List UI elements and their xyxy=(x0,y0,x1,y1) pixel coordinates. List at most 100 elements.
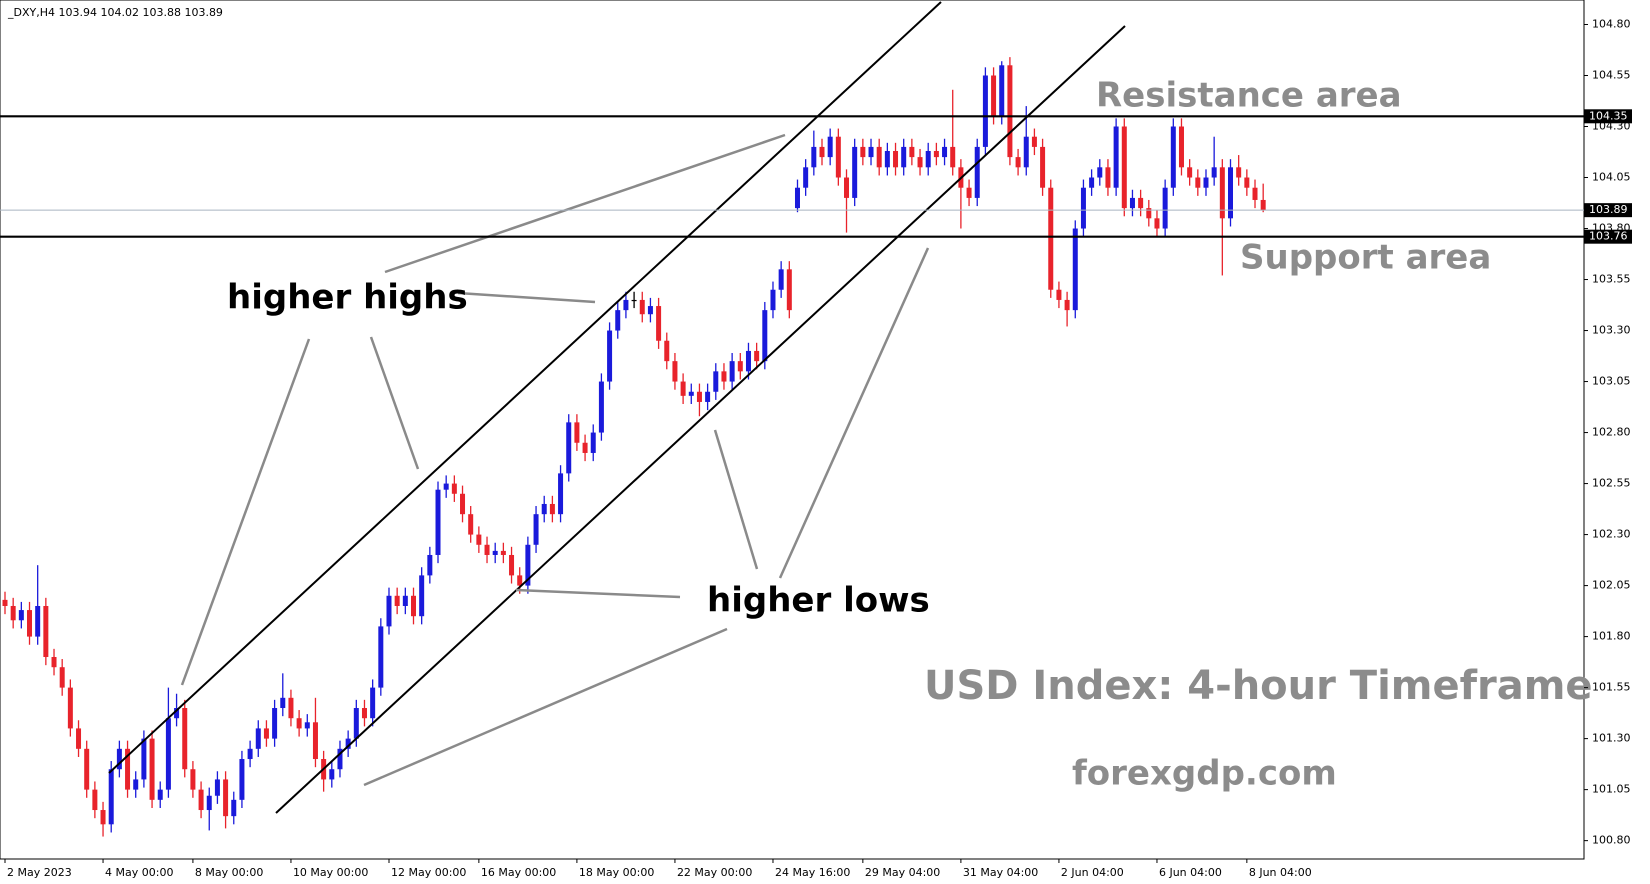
y-tick-label: 103.30 xyxy=(1592,324,1631,337)
candle-body xyxy=(361,708,367,719)
support-line-value: 103.76 xyxy=(1589,230,1628,243)
y-tick-label: 103.55 xyxy=(1592,273,1631,286)
candle-body xyxy=(688,391,694,396)
candle-body xyxy=(819,146,825,158)
candle-body xyxy=(231,799,237,817)
candle-body xyxy=(468,514,474,535)
chart-title: USD Index: 4-hour Timeframe xyxy=(924,663,1593,709)
candle-body xyxy=(67,687,73,729)
candle-body xyxy=(1162,187,1168,229)
y-tick-label: 101.80 xyxy=(1592,630,1631,643)
candle-body xyxy=(345,738,351,749)
channel-lower xyxy=(275,25,1126,814)
candle-body xyxy=(411,595,416,617)
candle-body xyxy=(966,187,972,198)
candle-body xyxy=(2,599,8,606)
candle-body xyxy=(1089,177,1095,188)
candle-body xyxy=(623,299,629,311)
y-tick-label: 104.55 xyxy=(1592,68,1631,81)
x-tick-label: 29 May 04:00 xyxy=(865,866,940,879)
candle-body xyxy=(1236,167,1242,178)
candle-body xyxy=(476,534,482,545)
candle-body xyxy=(1170,126,1176,188)
y-tick-label: 104.80 xyxy=(1592,17,1631,30)
candle-body xyxy=(1228,167,1233,219)
higher-highs-label: higher highs xyxy=(227,278,468,318)
candle-body xyxy=(174,708,180,719)
candle-body xyxy=(770,289,776,311)
candle-body xyxy=(517,575,523,586)
candle-body xyxy=(353,708,359,739)
candle-body xyxy=(1187,167,1193,178)
candle-body xyxy=(1105,167,1111,188)
candle-body xyxy=(1121,126,1127,209)
candle-body xyxy=(141,738,147,780)
candle-body xyxy=(835,136,841,178)
arrow xyxy=(363,627,728,787)
candle-body xyxy=(745,350,751,372)
candle-body xyxy=(803,167,809,188)
candle-body xyxy=(762,310,768,362)
candle-body xyxy=(656,306,662,341)
candle-body xyxy=(713,371,719,392)
candle-body xyxy=(680,381,686,396)
candle-body xyxy=(868,146,874,158)
candle-body xyxy=(1203,177,1209,188)
candle-body xyxy=(492,550,498,555)
last-price-line-value: 103.89 xyxy=(1589,203,1628,216)
candle-body xyxy=(1056,289,1062,300)
candle-body xyxy=(876,146,882,168)
resistance-line-value: 104.35 xyxy=(1589,109,1628,122)
annotation-arrows xyxy=(180,133,930,787)
x-tick-label: 2 Jun 04:00 xyxy=(1061,866,1124,879)
candle-body xyxy=(811,146,817,168)
candle-body xyxy=(18,610,24,621)
candle-body xyxy=(721,371,727,382)
candle-body xyxy=(509,554,515,576)
x-tick-label: 12 May 00:00 xyxy=(391,866,466,879)
x-tick-label: 31 May 04:00 xyxy=(963,866,1038,879)
x-tick-label: 4 May 00:00 xyxy=(105,866,173,879)
candle-body xyxy=(1211,167,1217,178)
candle-body xyxy=(157,789,163,800)
arrow xyxy=(369,336,420,470)
candle-body xyxy=(182,708,188,770)
candle-body xyxy=(1015,157,1021,168)
candle-body xyxy=(893,150,899,168)
candle-body xyxy=(296,718,302,729)
x-tick-label: 8 May 00:00 xyxy=(195,866,263,879)
y-tick-label: 100.80 xyxy=(1592,834,1631,847)
candle-body xyxy=(950,146,956,168)
candle-body xyxy=(541,503,547,515)
candle-body xyxy=(272,708,278,739)
candle-body xyxy=(100,810,106,825)
x-tick-label: 24 May 16:00 xyxy=(775,866,850,879)
candle-body xyxy=(533,514,539,545)
candle-body xyxy=(1129,197,1135,209)
candle-body xyxy=(1244,177,1250,188)
candle-body xyxy=(51,657,57,668)
last-price-line-box xyxy=(1584,203,1632,218)
candle-body xyxy=(525,544,531,586)
candle-body xyxy=(884,150,890,168)
candle-body xyxy=(1195,177,1201,188)
candle-body xyxy=(35,605,41,637)
higher-lows-label: higher lows xyxy=(707,581,930,621)
candle-body xyxy=(607,330,613,382)
plot-frame xyxy=(0,0,1585,860)
candle-body xyxy=(917,157,923,168)
candle-body xyxy=(427,554,433,576)
candle-body xyxy=(1031,136,1037,147)
candle-body xyxy=(214,779,220,796)
candle-body xyxy=(1154,218,1160,229)
candle-body xyxy=(1146,208,1152,219)
candle-body xyxy=(737,361,743,372)
candle-body xyxy=(786,269,792,311)
candle-body xyxy=(582,442,588,453)
arrow xyxy=(457,291,596,304)
candle-body xyxy=(574,422,580,443)
y-tick-label: 102.30 xyxy=(1592,528,1631,541)
y-tick-label: 101.30 xyxy=(1592,732,1631,745)
candle-body xyxy=(974,146,980,198)
